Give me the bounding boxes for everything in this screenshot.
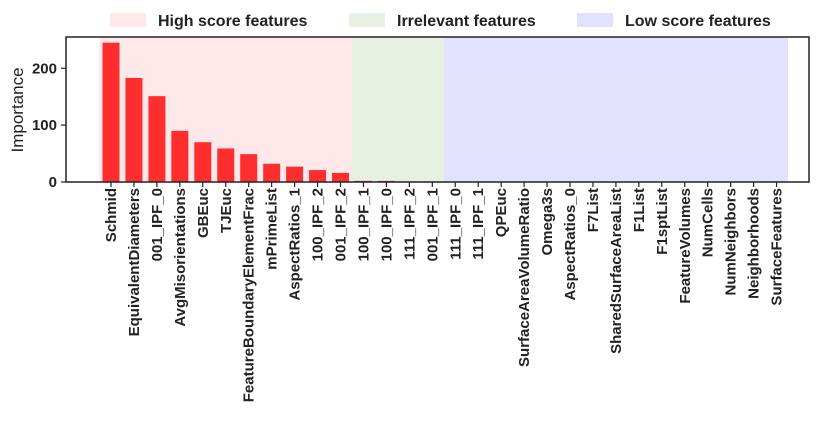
- x-tick-label: 100_IPF_1: [355, 188, 372, 261]
- x-tick-label: F1sptList: [654, 188, 671, 255]
- x-axis: Schmid EquivalentDiameters 001_IPF_0 AvgMis…: [103, 182, 786, 402]
- y-tick-label: 0: [49, 174, 57, 191]
- legend-label-0: High score features: [158, 13, 307, 30]
- x-tick-label: SurfaceAreaVolumeRatio: [516, 188, 533, 367]
- bar-100-ipf-2: [309, 170, 327, 182]
- bars: [102, 42, 441, 182]
- bar-avgmisorientations: [171, 130, 189, 182]
- x-tick-label: EquivalentDiameters: [126, 188, 143, 336]
- legend-label-1: Irrelevant features: [397, 13, 536, 30]
- bar-001-ipf-0: [148, 96, 166, 182]
- y-axis-label: Importance: [8, 67, 27, 152]
- y-tick-label: 100: [32, 117, 57, 134]
- legend-label-2: Low score features: [625, 13, 771, 30]
- x-tick-label: 100_IPF_2: [310, 188, 327, 261]
- x-tick-label: 111_IPF_1: [470, 188, 487, 260]
- x-tick-label: 001_IPF_1: [424, 188, 441, 261]
- region-band-2: [443, 37, 789, 182]
- x-tick-label: NumCells: [700, 188, 717, 257]
- x-tick-label: Omega3s: [539, 188, 556, 256]
- x-tick-label: FeatureVolumes: [677, 188, 694, 304]
- x-tick-label: F1List: [631, 188, 648, 232]
- legend-swatch-2: [577, 13, 613, 27]
- x-tick-label: SharedSurfaceAreaList: [608, 188, 625, 354]
- bar-featureboundaryelementfrac: [240, 154, 258, 182]
- legend-swatch-1: [349, 13, 385, 27]
- bar-schmid: [102, 42, 120, 182]
- x-tick-label: 111_IPF_0: [447, 188, 464, 260]
- x-tick-label: QPEuc: [493, 188, 510, 237]
- legend: High score features Irrelevant features Lo…: [110, 13, 771, 30]
- bar-equivalentdiameters: [125, 77, 143, 182]
- x-tick-label: 001_IPF_0: [149, 188, 166, 261]
- legend-swatch-0: [110, 13, 146, 27]
- x-tick-label: 001_IPF_2: [333, 188, 350, 261]
- region-band-1: [351, 37, 444, 182]
- region-bands: [99, 37, 789, 182]
- bar-aspectratios-1: [286, 166, 304, 182]
- bar-gbeuc: [194, 142, 212, 182]
- plot-frame: [65, 36, 810, 183]
- x-tick-label: SurfaceFeatures: [769, 188, 786, 306]
- x-tick-label: F7List: [585, 188, 602, 232]
- y-tick-label: 200: [32, 60, 57, 77]
- x-tick-label: AvgMisorientations: [172, 188, 189, 327]
- x-tick-label: Schmid: [103, 188, 120, 242]
- y-axis: 0 100 200: [32, 60, 66, 191]
- bar-mprimelist: [263, 163, 281, 182]
- x-tick-label: 100_IPF_0: [378, 188, 395, 261]
- bar-001-ipf-2: [332, 172, 349, 182]
- x-tick-label: NumNeighbors: [723, 188, 740, 296]
- x-tick-label: AspectRatios_1: [287, 188, 304, 301]
- x-tick-label: GBEuc: [195, 188, 212, 238]
- bar-tjeuc: [217, 148, 235, 182]
- x-tick-label: FeatureBoundaryElementFrac: [241, 188, 258, 402]
- x-tick-label: mPrimeList: [264, 188, 281, 270]
- x-tick-label: Neighborhoods: [746, 188, 763, 299]
- x-tick-label: 111_IPF_2: [401, 188, 418, 260]
- x-tick-label: TJEuc: [218, 188, 235, 233]
- x-tick-label: AspectRatios_0: [562, 188, 579, 301]
